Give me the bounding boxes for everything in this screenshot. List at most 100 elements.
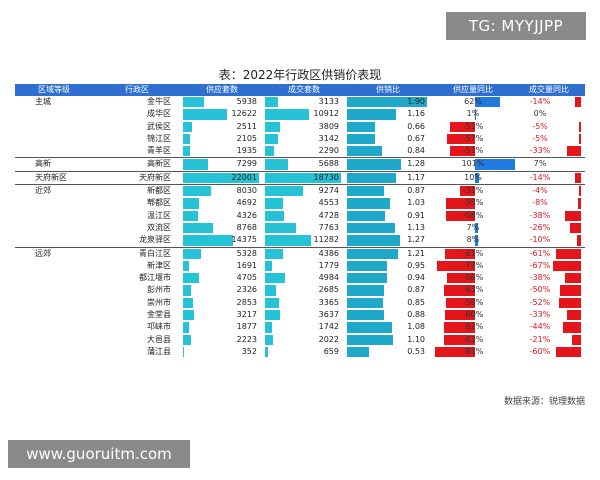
deal-value: 659 (323, 346, 339, 356)
region-cell (15, 133, 93, 145)
deal-bar (265, 297, 279, 309)
supply-bar (183, 97, 204, 108)
ratio-value: 1.28 (407, 159, 425, 169)
deal-yoy-value: -5% (532, 121, 548, 131)
ratio-cell: 0.84 (345, 145, 431, 157)
supply-yoy-cell: 62% (431, 96, 515, 108)
supply-cell: 352 (181, 346, 263, 358)
table-row: 锦江区 2105 3142 0.67 -57% -5% (15, 133, 585, 145)
district-cell: 锦江区 (147, 133, 171, 143)
supply-yoy-cell: -63% (431, 284, 515, 296)
deal-yoy-cell: -4% (515, 185, 583, 197)
deal-yoy-cell: 7% (515, 158, 583, 170)
supply-cell: 5328 (181, 248, 263, 260)
watermark-url: www.guoruitm.com (8, 440, 190, 468)
district-cell: 龙泉驿区 (139, 235, 171, 245)
supply-yoy-value: -51% (462, 121, 484, 131)
deal-value: 3809 (318, 121, 339, 131)
supply-yoy-cell: -81% (431, 346, 515, 358)
supply-yoy-cell: -61% (431, 248, 515, 260)
table-row: 金堂县 3217 3637 0.88 -60% -33% (15, 309, 585, 321)
deal-yoy-value: 0% (533, 109, 547, 119)
supply-cell: 1691 (181, 260, 263, 272)
ratio-bar (347, 297, 383, 309)
deal-yoy-value: -4% (532, 186, 548, 196)
deal-yoy-value: -21% (529, 334, 551, 344)
supply-bar (183, 121, 192, 132)
deal-yoy-bar (562, 322, 581, 333)
supply-yoy-bar (449, 146, 475, 157)
table-row: 龙泉驿区 14375 11282 1.27 8% -10% (15, 234, 585, 246)
supply-value: 3217 (236, 310, 257, 320)
table-row: 成华区 12622 10912 1.16 1% 0% (15, 108, 585, 120)
region-cell (15, 108, 93, 120)
supply-yoy-bar (446, 210, 475, 221)
supply-yoy-bar (443, 334, 475, 345)
supply-yoy-value: -63% (462, 334, 484, 344)
deal-yoy-value: -14% (529, 97, 551, 106)
ratio-cell: 1.03 (345, 197, 431, 209)
supply-value: 2511 (236, 121, 257, 131)
data-table: 区域等级 行政区 供应套数 成交套数 供销比 供应量同比 成交量同比 主城 金牛区… (15, 84, 585, 358)
deal-cell: 5688 (263, 158, 345, 170)
supply-yoy-value: 7% (466, 222, 480, 232)
ratio-cell: 0.91 (345, 210, 431, 222)
header-cell: 区域等级 (38, 85, 70, 94)
district-cell: 武侯区 (147, 121, 171, 131)
deal-yoy-value: -60% (529, 346, 551, 356)
deal-yoy-bar (565, 210, 581, 221)
deal-value: 3142 (318, 133, 339, 143)
supply-bar (183, 310, 195, 321)
ratio-bar (347, 222, 395, 234)
deal-value: 4728 (318, 210, 339, 220)
district-cell: 蒲江县 (147, 346, 171, 356)
table-header: 区域等级 行政区 供应套数 成交套数 供销比 供应量同比 成交量同比 (15, 84, 585, 96)
table-row: 温江区 4326 4728 0.91 -58% -38% (15, 210, 585, 222)
deal-yoy-cell: -8% (515, 197, 583, 209)
region-cell: 主城 (35, 97, 51, 106)
region-cell (15, 321, 93, 333)
supply-bar (183, 172, 259, 184)
deal-yoy-cell: -5% (515, 121, 583, 133)
district-cell: 青白江区 (139, 248, 171, 258)
region-cell (15, 121, 93, 133)
district-cell: 新津区 (147, 260, 171, 270)
ratio-bar (347, 210, 386, 221)
table-row: 邛崃市 1877 1742 1.08 -62% -44% (15, 321, 585, 333)
district-cell: 大邑县 (147, 334, 171, 344)
supply-yoy-cell: -58% (431, 297, 515, 309)
deal-yoy-cell: -14% (515, 172, 583, 184)
deal-yoy-value: -33% (529, 146, 551, 156)
ratio-value: 1.10 (407, 334, 425, 344)
supply-yoy-value: -63% (462, 285, 484, 295)
supply-cell: 2511 (181, 121, 263, 133)
supply-yoy-bar (475, 97, 500, 108)
supply-cell: 5938 (181, 96, 263, 108)
deal-yoy-value: -10% (529, 235, 551, 245)
deal-yoy-value: -67% (529, 260, 551, 270)
deal-yoy-bar (576, 235, 581, 246)
supply-value: 8768 (236, 222, 257, 232)
deal-cell: 2022 (263, 334, 345, 346)
supply-yoy-value: -31% (462, 186, 484, 196)
deal-yoy-value: -38% (529, 210, 551, 220)
supply-yoy-value: -58% (462, 297, 484, 307)
deal-yoy-value: -33% (529, 310, 551, 320)
supply-yoy-cell: 7% (431, 222, 515, 234)
deal-yoy-bar (567, 146, 581, 157)
deal-yoy-value: -61% (529, 248, 551, 258)
header-cell: 成交量同比 (529, 85, 569, 94)
supply-value: 1935 (236, 146, 257, 156)
deal-yoy-bar (575, 97, 581, 108)
deal-yoy-cell: -50% (515, 284, 583, 296)
deal-bar (265, 273, 286, 284)
deal-bar (265, 109, 310, 120)
ratio-value: 0.67 (407, 133, 425, 143)
region-cell (15, 210, 93, 222)
district-cell: 郫都区 (147, 198, 171, 208)
ratio-value: 1.17 (407, 172, 425, 182)
ratio-cell: 1.27 (345, 234, 431, 246)
deal-value: 7763 (318, 222, 339, 232)
header-cell: 行政区 (125, 85, 149, 94)
region-cell (15, 197, 93, 209)
